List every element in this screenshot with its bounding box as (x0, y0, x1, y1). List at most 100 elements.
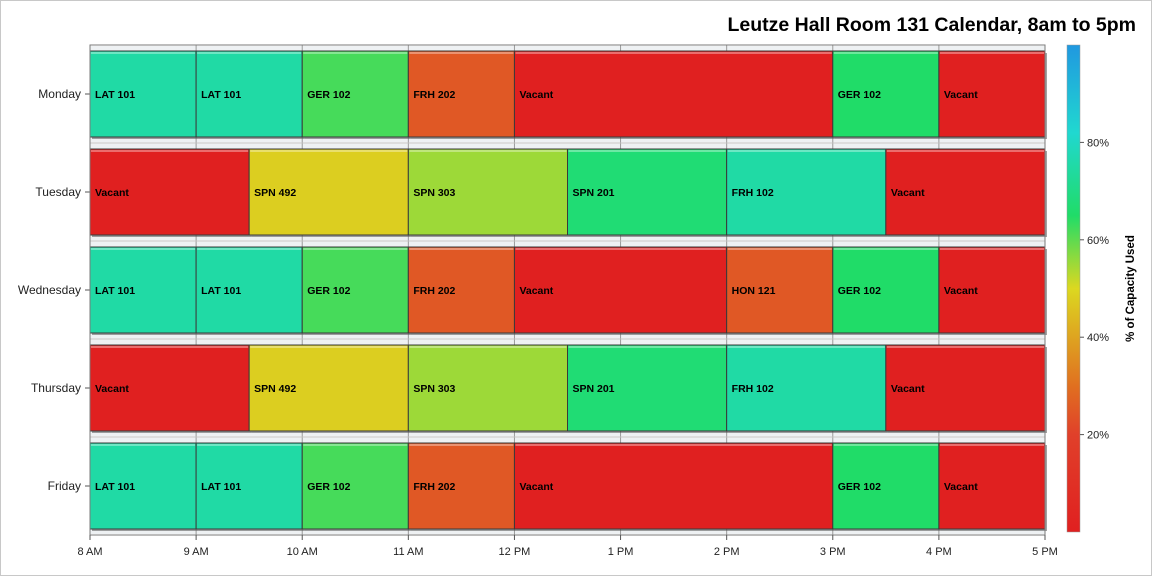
block-label: Vacant (944, 481, 978, 493)
x-tick-label: 3 PM (820, 546, 846, 558)
schedule-block (89, 442, 197, 530)
colorbar-tick-label: 40% (1087, 332, 1109, 344)
block-highlight (91, 248, 196, 250)
band-top-shade (90, 438, 1045, 444)
block-label: SPN 201 (573, 187, 615, 199)
band-top-shade (90, 340, 1045, 346)
x-tick-label: 8 AM (77, 546, 102, 558)
block-highlight (939, 52, 1044, 54)
block-label: GER 102 (838, 285, 881, 297)
block-highlight (833, 248, 938, 250)
schedule-block (938, 50, 1046, 138)
schedule-block (513, 246, 728, 334)
x-tick-label: 5 PM (1032, 546, 1058, 558)
band-top-shade (90, 242, 1045, 248)
x-tick-label: 2 PM (714, 546, 740, 558)
block-highlight (303, 248, 408, 250)
schedule-block (885, 148, 1046, 236)
schedule-block (513, 442, 834, 530)
schedule-block (726, 344, 887, 432)
colorbar-title: % of Capacity Used (1125, 235, 1137, 342)
schedule-block (832, 246, 940, 334)
day-label: Monday (38, 87, 81, 101)
day-label: Tuesday (35, 185, 81, 199)
block-label: GER 102 (838, 481, 881, 493)
block-highlight (250, 150, 408, 152)
block-label: LAT 101 (95, 285, 135, 297)
block-label: Vacant (95, 383, 129, 395)
block-highlight (886, 346, 1044, 348)
block-highlight (197, 248, 302, 250)
block-highlight (515, 248, 726, 250)
x-tick-label: 1 PM (608, 546, 634, 558)
block-highlight (409, 248, 514, 250)
schedule-block (301, 442, 409, 530)
block-highlight (409, 444, 514, 446)
block-label: GER 102 (307, 481, 350, 493)
schedule-block (248, 344, 409, 432)
block-label: SPN 492 (254, 383, 296, 395)
block-highlight (833, 444, 938, 446)
block-highlight (727, 346, 885, 348)
schedule-block (89, 344, 250, 432)
block-label: Vacant (944, 285, 978, 297)
schedule-block (89, 246, 197, 334)
schedule-block (195, 442, 303, 530)
block-label: FRH 102 (732, 187, 774, 199)
block-label: Vacant (519, 481, 553, 493)
schedule-block (407, 148, 569, 236)
schedule-block (195, 50, 303, 138)
day-label: Thursday (31, 381, 81, 395)
block-label: Vacant (891, 383, 925, 395)
schedule-block (567, 344, 728, 432)
block-label: LAT 101 (201, 89, 241, 101)
schedule-block (301, 246, 409, 334)
band-top-shade (90, 144, 1045, 150)
day-label: Wednesday (18, 283, 81, 297)
x-tick-label: 11 AM (393, 546, 423, 558)
schedule-block (832, 50, 940, 138)
block-highlight (515, 444, 832, 446)
block-highlight (568, 150, 726, 152)
schedule-block (513, 50, 834, 138)
block-highlight (197, 52, 302, 54)
colorbar (1066, 44, 1081, 533)
block-label: FRH 202 (413, 481, 455, 493)
block-label: HON 121 (732, 285, 776, 297)
block-label: LAT 101 (95, 89, 135, 101)
block-highlight (91, 150, 249, 152)
block-highlight (727, 150, 885, 152)
block-label: LAT 101 (95, 481, 135, 493)
colorbar-tick-label: 20% (1087, 430, 1109, 442)
schedule-block (407, 246, 515, 334)
block-highlight (91, 52, 196, 54)
block-label: GER 102 (307, 89, 350, 101)
colorbar-tick-label: 80% (1087, 137, 1109, 149)
block-highlight (91, 444, 196, 446)
x-tick-label: 10 AM (287, 546, 318, 558)
schedule-block (407, 442, 515, 530)
schedule-block (885, 344, 1046, 432)
block-label: GER 102 (307, 285, 350, 297)
block-label: FRH 102 (732, 383, 774, 395)
schedule-block (301, 50, 409, 138)
plot-border (89, 44, 1046, 536)
schedule-block (726, 148, 887, 236)
schedule-block (567, 148, 728, 236)
band-top-shade (90, 46, 1045, 52)
block-highlight (91, 346, 249, 348)
block-label: LAT 101 (201, 285, 241, 297)
block-label: Vacant (519, 89, 553, 101)
block-label: LAT 101 (201, 481, 241, 493)
block-highlight (515, 52, 832, 54)
block-highlight (568, 346, 726, 348)
block-highlight (939, 444, 1044, 446)
block-highlight (303, 444, 408, 446)
block-highlight (886, 150, 1044, 152)
block-label: FRH 202 (413, 89, 455, 101)
block-label: Vacant (519, 285, 553, 297)
block-label: SPN 303 (413, 187, 455, 199)
schedule-block (938, 246, 1046, 334)
schedule-block (248, 148, 409, 236)
